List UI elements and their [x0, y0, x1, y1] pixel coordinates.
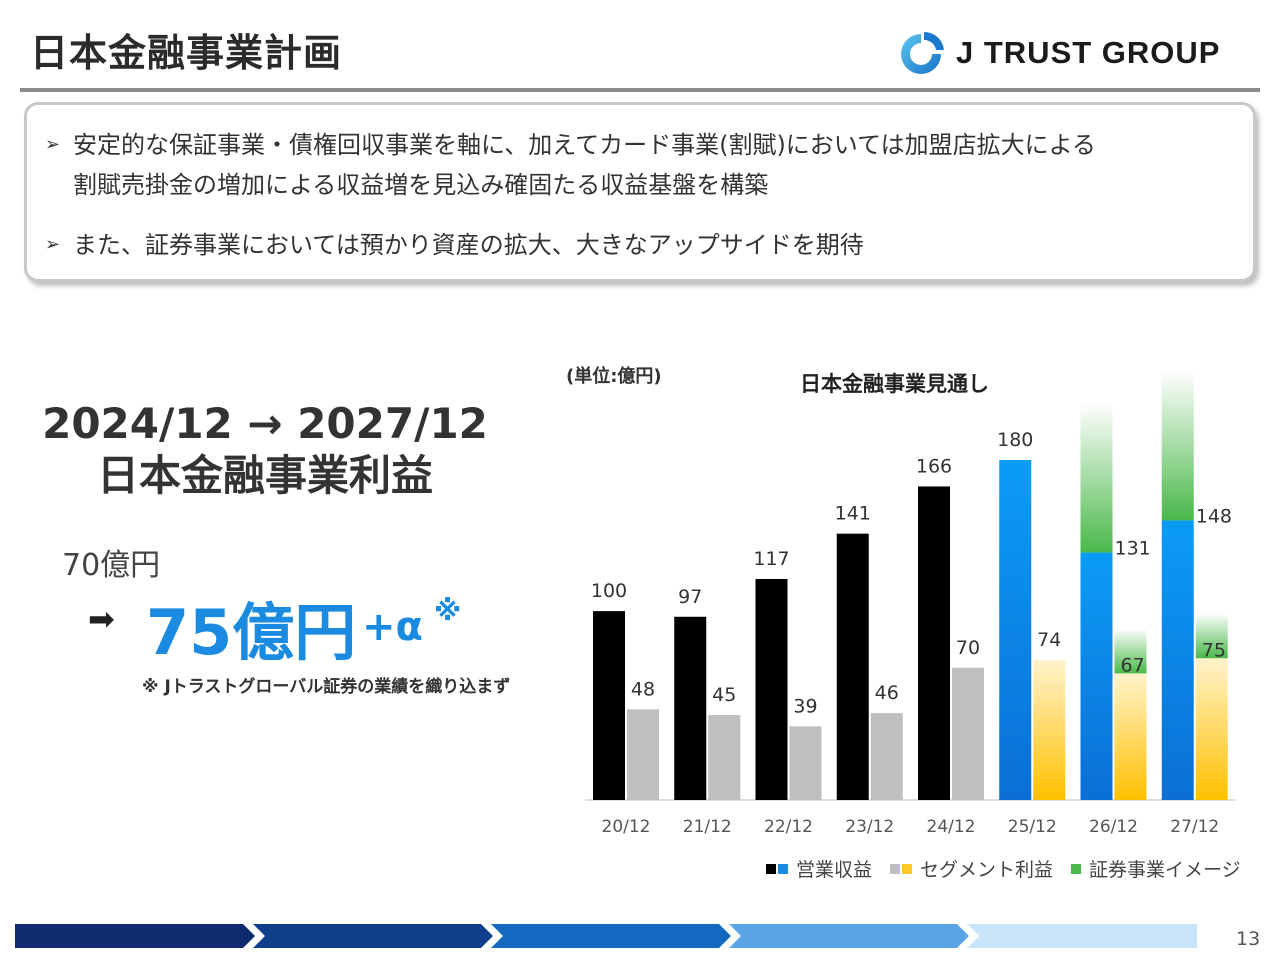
legend-swatch-blue: [778, 863, 788, 874]
legend-swatch-yellow: [902, 863, 913, 874]
summary-bullet: ➢ 安定的な保証事業・債権回収事業を軸に、加えてカード事業(割賦)においては加盟店…: [45, 125, 1096, 165]
revenue-bar: [755, 579, 788, 800]
summary-box: ➢ 安定的な保証事業・債権回収事業を軸に、加えてカード事業(割賦)においては加盟店…: [24, 102, 1256, 282]
revenue-bar: [674, 616, 707, 800]
bullet-text: 割賦売掛金の増加による収益増を見込み確固たる収益基盤を構築: [73, 171, 769, 199]
summary-bullet: ➢ また、証券事業においては預かり資産の拡大、大きなアップサイドを期待: [45, 225, 864, 265]
profit-subject: 日本金融事業利益: [96, 451, 433, 500]
chart-title: 日本金融事業見通し: [800, 372, 989, 396]
x-tick-label: 23/12: [845, 817, 894, 837]
x-tick-label: 21/12: [683, 817, 732, 837]
old-profit-value: 70億円: [62, 548, 161, 583]
legend-label: 証券事業イメージ: [1089, 859, 1241, 881]
revenue-data-label: 131: [1115, 538, 1151, 560]
legend-item-securities: 証券事業イメージ: [1071, 855, 1241, 882]
new-profit-note-mark: ※: [434, 594, 462, 627]
securities-image-bar: [1195, 613, 1228, 659]
securities-image-bar: [1114, 628, 1147, 674]
page-title: 日本金融事業計画: [30, 31, 343, 75]
summary-bullet-continuation: 割賦売掛金の増加による収益増を見込み確固たる収益基盤を構築: [73, 165, 768, 205]
profit-footnote: ※ Jトラストグローバル証券の業績を織り込まず: [142, 677, 511, 697]
header-divider: [20, 88, 1260, 92]
revenue-bar: [999, 460, 1032, 800]
legend-item-segment-profit: セグメント利益: [890, 855, 1053, 882]
securities-image-bar: [1080, 402, 1113, 553]
bullet-arrow-icon: ➢: [45, 234, 61, 255]
segment-profit-data-label: 45: [712, 684, 736, 706]
profit-period: 2024/12 → 2027/12: [42, 399, 488, 448]
legend-swatch-black: [766, 863, 776, 874]
revenue-data-label: 148: [1196, 505, 1232, 527]
new-profit-suffix: +α: [362, 604, 423, 650]
logo-text: J TRUST GROUP: [956, 35, 1221, 70]
revenue-data-label: 97: [678, 586, 702, 608]
revenue-data-label: 100: [591, 580, 627, 602]
revenue-data-label: 141: [835, 503, 871, 525]
x-tick-label: 22/12: [764, 817, 813, 837]
footer-bar-segment: [967, 924, 1197, 948]
bullet-text: また、証券事業においては預かり資産の拡大、大きなアップサイドを期待: [73, 231, 864, 259]
x-tick-label: 20/12: [602, 817, 651, 837]
segment-profit-bar: [1195, 658, 1228, 800]
x-tick-label: 27/12: [1170, 817, 1219, 837]
chart-unit-label: (単位:億円): [566, 366, 662, 387]
chart-legend: 営業収益 セグメント利益 証券事業イメージ: [766, 855, 1259, 882]
segment-profit-data-label: 67: [1121, 654, 1145, 676]
x-tick-label: 26/12: [1089, 817, 1138, 837]
jtrust-logo-icon: [901, 31, 944, 74]
legend-label: セグメント利益: [920, 859, 1054, 881]
segment-profit-bar: [870, 713, 903, 800]
legend-label: 営業収益: [796, 859, 873, 881]
company-logo: J TRUST GROUP: [896, 30, 1220, 76]
revenue-bar: [918, 486, 950, 800]
segment-profit-data-label: 70: [956, 637, 980, 659]
revenue-bar: [1161, 520, 1194, 800]
legend-swatch-green: [1071, 863, 1082, 874]
segment-profit-bar: [1114, 673, 1147, 800]
segment-profit-bar: [627, 709, 659, 800]
legend-item-revenue: 営業収益: [766, 855, 872, 882]
revenue-bar: [593, 611, 625, 800]
bullet-arrow-icon: ➢: [45, 134, 61, 155]
revenue-data-label: 117: [753, 548, 789, 570]
footer-bar-segment: [253, 924, 493, 948]
segment-profit-bar: [708, 715, 741, 800]
securities-image-bar: [1161, 370, 1194, 521]
segment-profit-data-label: 75: [1202, 639, 1226, 661]
segment-profit-bar: [952, 667, 984, 800]
segment-profit-data-label: 74: [1037, 629, 1061, 651]
page-number: 13: [1236, 928, 1261, 950]
revenue-data-label: 180: [997, 429, 1033, 451]
x-tick-label: 25/12: [1008, 817, 1057, 837]
revenue-bar: [836, 533, 869, 800]
segment-profit-data-label: 48: [631, 678, 655, 700]
x-tick-label: 24/12: [927, 817, 976, 837]
revenue-bar: [1080, 552, 1113, 800]
footer-bar-segment: [15, 924, 255, 948]
revenue-data-label: 166: [916, 455, 952, 477]
segment-profit-data-label: 46: [875, 682, 899, 704]
bullet-text: 安定的な保証事業・債権回収事業を軸に、加えてカード事業(割賦)においては加盟店拡…: [73, 131, 1096, 159]
new-profit-value: 75億円: [146, 596, 357, 669]
segment-profit-bar: [1033, 660, 1066, 800]
segment-profit-bar: [789, 726, 822, 800]
footer-bar-segment: [729, 924, 969, 948]
right-arrow-icon: ➡: [88, 600, 115, 638]
profit-heading: 2024/12 → 2027/12 日本金融事業利益: [30, 398, 500, 502]
segment-profit-data-label: 39: [793, 695, 817, 717]
legend-swatch-gray: [890, 863, 901, 874]
footer-bar-segment: [491, 924, 731, 948]
